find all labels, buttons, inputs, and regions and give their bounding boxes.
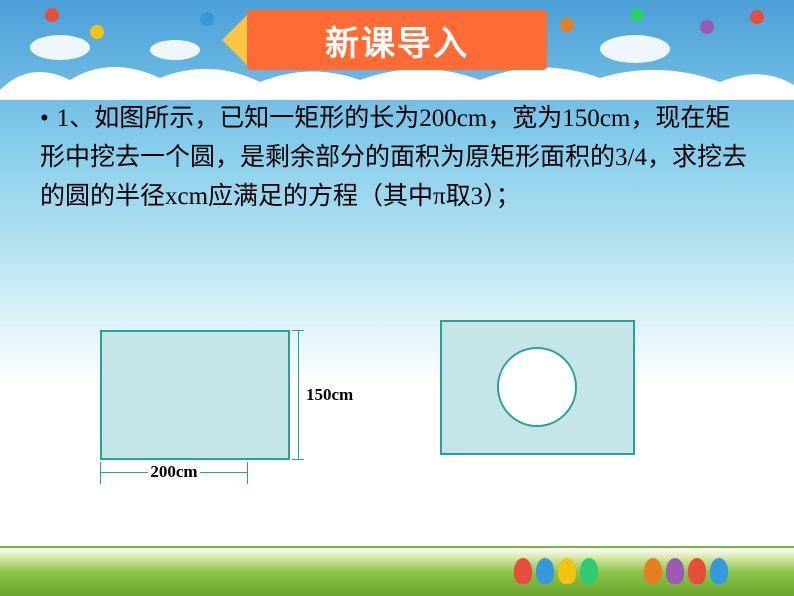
- character-icon: [710, 558, 728, 584]
- slide: 新课导入 •1、如图所示，已知一矩形的长为200cm，宽为150cm，现在矩形中…: [0, 0, 794, 596]
- balloon-icon: [750, 10, 764, 24]
- figures: 200cm 150cm: [80, 310, 720, 480]
- character-icon: [666, 558, 684, 584]
- bullet-dot: •: [40, 105, 49, 132]
- balloon-icon: [45, 8, 59, 22]
- balloon-icon: [700, 20, 714, 34]
- title-banner: 新课导入: [247, 10, 547, 70]
- character-icon: [536, 558, 554, 584]
- character-icon: [580, 558, 598, 584]
- balloon-icon: [560, 18, 574, 32]
- dim-width-label: 200cm: [148, 462, 199, 481]
- problem-body: 1、如图所示，已知一矩形的长为200cm，宽为150cm，现在矩形中挖去一个圆，…: [40, 105, 747, 210]
- character-icon: [644, 558, 662, 584]
- content-area: •1、如图所示，已知一矩形的长为200cm，宽为150cm，现在矩形中挖去一个圆…: [40, 100, 754, 216]
- footer-characters: [514, 534, 734, 584]
- balloon-icon: [90, 25, 104, 39]
- rectangle-original: [100, 330, 290, 460]
- circle-hole: [497, 347, 577, 427]
- balloon-icon: [630, 8, 644, 22]
- dimension-height: 150cm: [292, 330, 352, 460]
- problem-text: •1、如图所示，已知一矩形的长为200cm，宽为150cm，现在矩形中挖去一个圆…: [40, 100, 754, 216]
- title-text: 新课导入: [325, 16, 469, 65]
- dim-height-label: 150cm: [306, 385, 353, 405]
- balloon-icon: [200, 12, 214, 26]
- dim-line: [298, 330, 299, 460]
- dim-tick: [292, 330, 304, 331]
- dim-tick: [292, 459, 304, 460]
- character-icon: [514, 558, 532, 584]
- dimension-width: 200cm: [100, 462, 248, 484]
- rectangle-with-hole: [440, 320, 635, 455]
- character-icon: [558, 558, 576, 584]
- character-icon: [688, 558, 706, 584]
